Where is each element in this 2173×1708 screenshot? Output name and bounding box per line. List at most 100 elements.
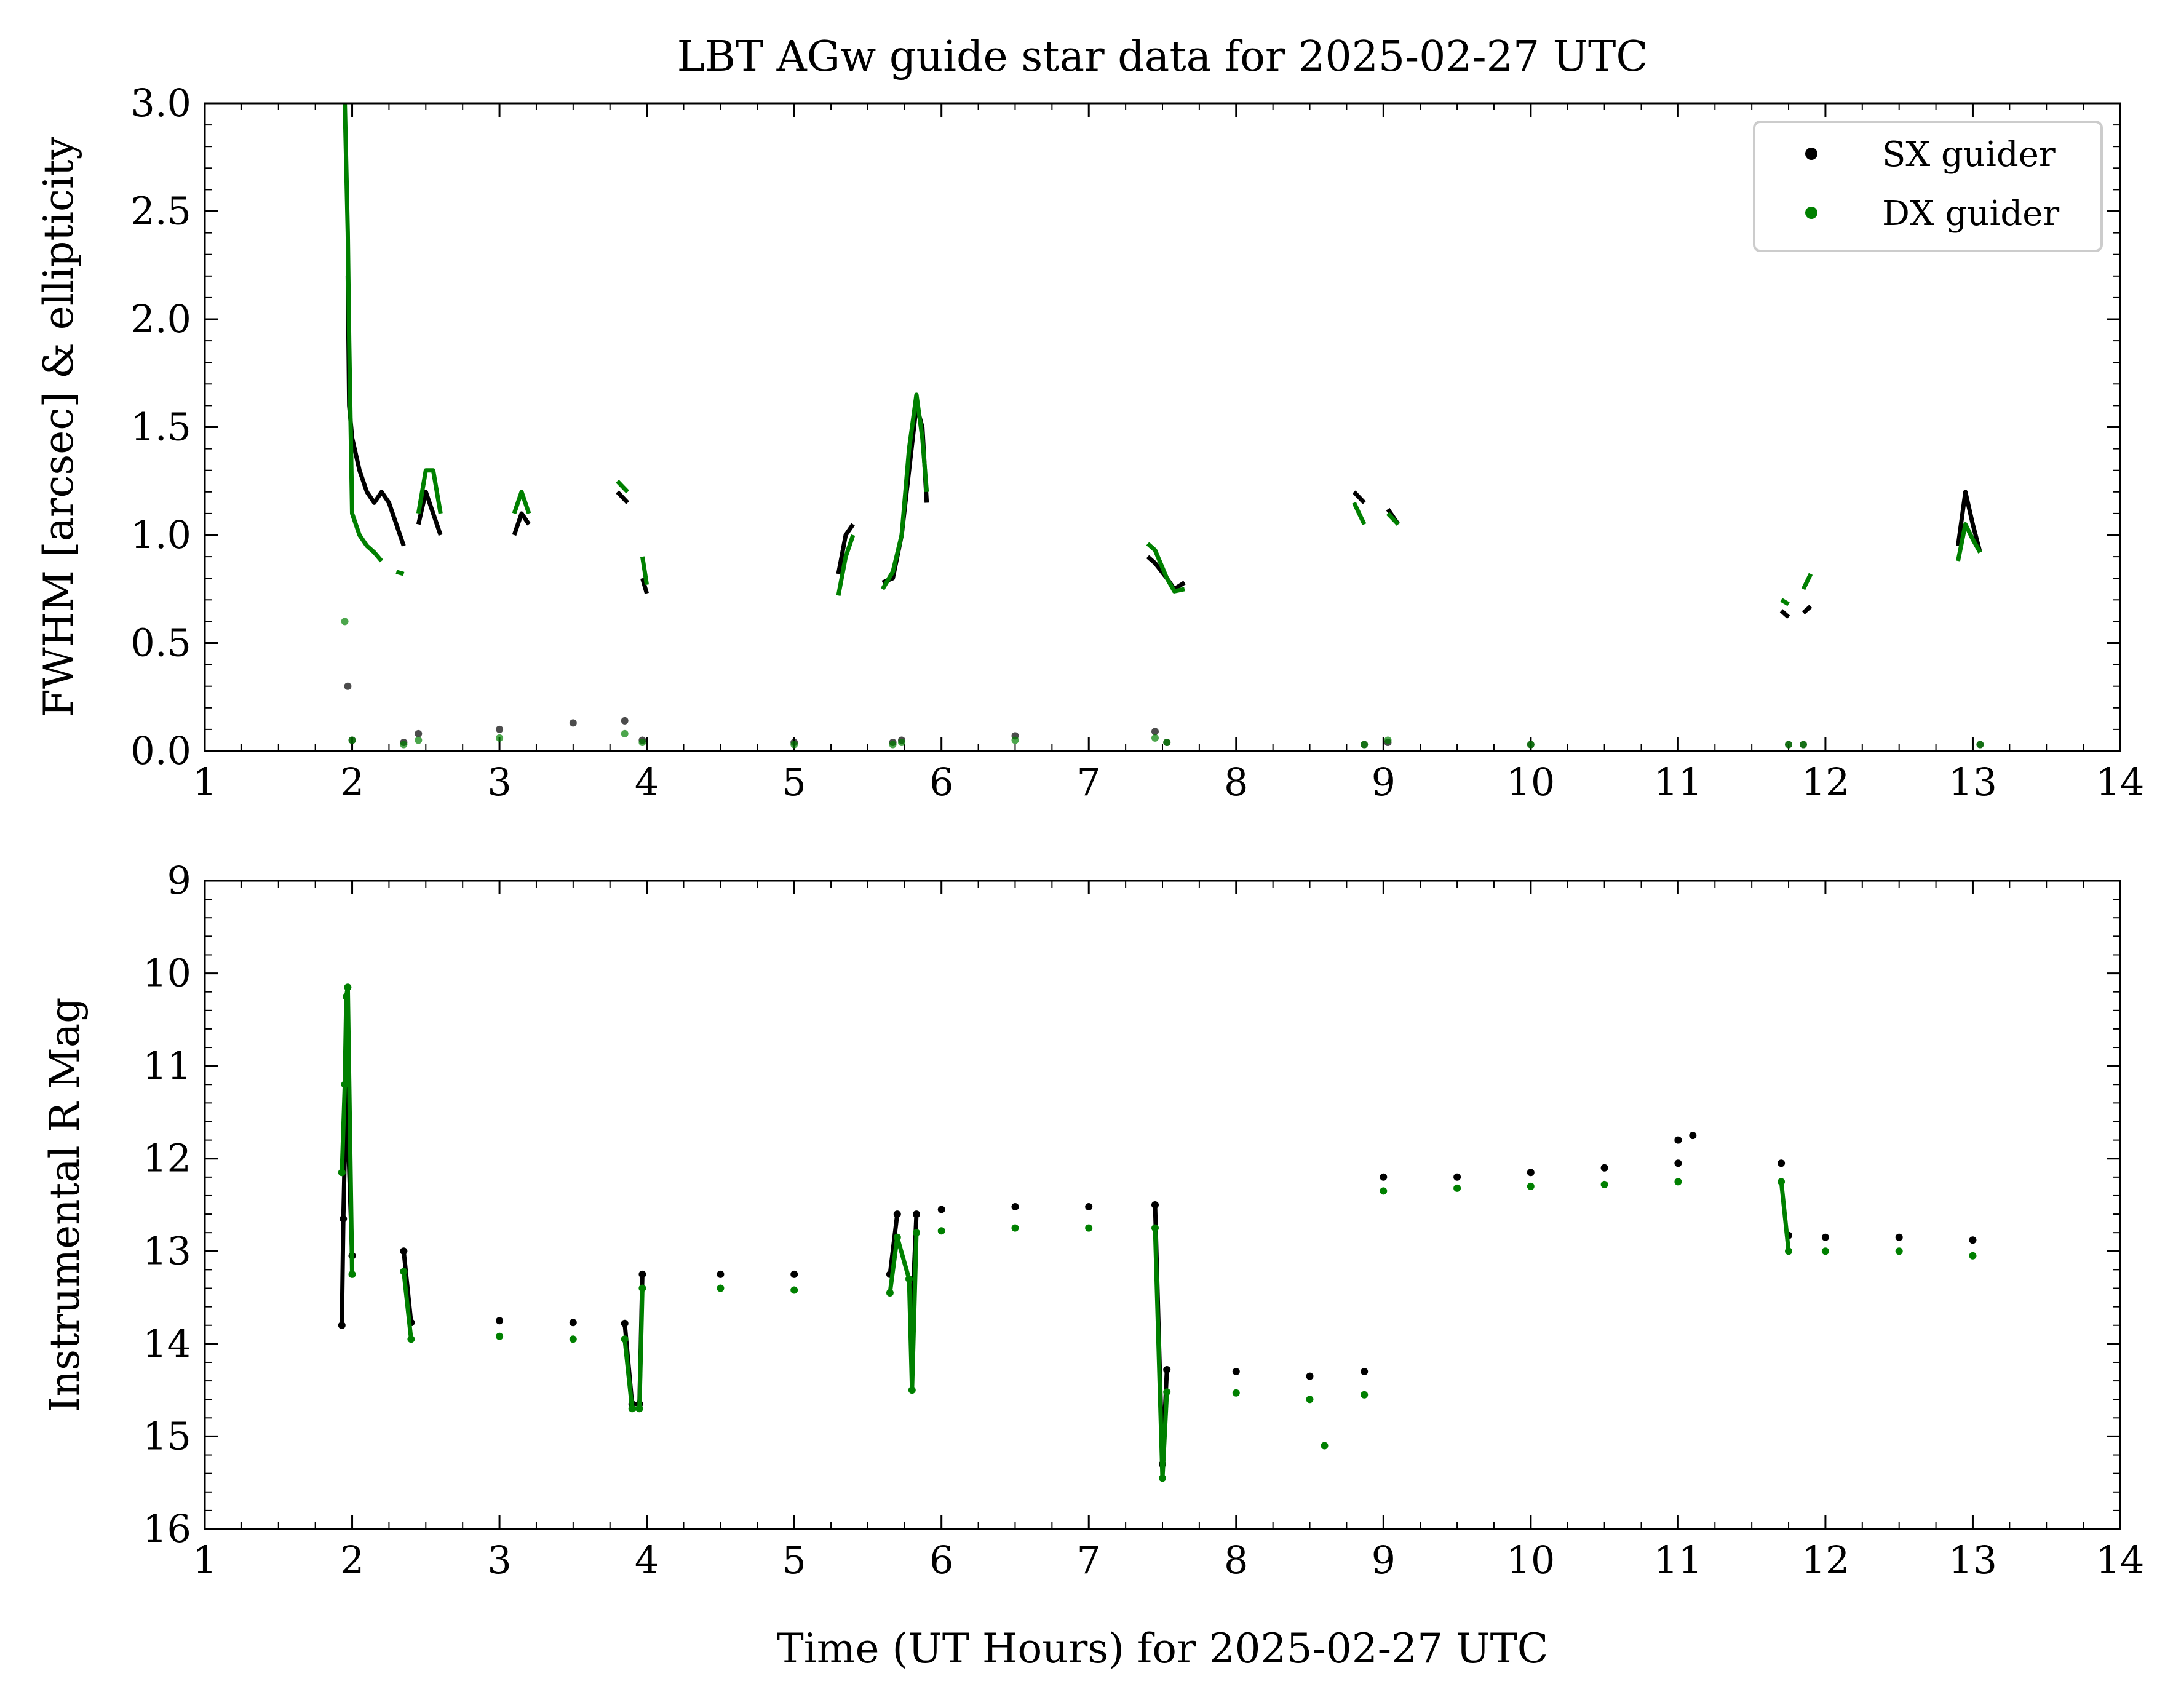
ellipticity-point-dx <box>1361 741 1369 749</box>
bottom-y-tick-label: 16 <box>143 1506 191 1551</box>
magnitude-point-dx <box>1151 1224 1159 1232</box>
magnitude-point-sx <box>496 1317 504 1325</box>
top-y-tick-label: 0.0 <box>130 728 191 773</box>
x-tick-label: 8 <box>1224 1538 1248 1583</box>
x-tick-label: 10 <box>1506 760 1555 804</box>
fwhm-line-dx <box>512 490 531 515</box>
ellipticity-point-dx <box>1800 741 1807 749</box>
ellipticity-point-sx <box>496 725 504 733</box>
ellipticity-point-dx <box>1151 734 1159 742</box>
legend-marker-dx <box>1805 207 1817 219</box>
ellipticity-point-sx <box>344 682 352 690</box>
magnitude-point-dx <box>717 1284 725 1292</box>
magnitude-point-dx <box>913 1229 920 1237</box>
magnitude-point-sx <box>913 1210 920 1218</box>
fwhm-line-dx <box>1352 501 1367 526</box>
magnitude-line-dx <box>1779 1182 1791 1252</box>
magnitude-point-dx <box>569 1335 577 1343</box>
magnitude-point-dx <box>1011 1224 1019 1232</box>
magnitude-point-sx <box>1085 1203 1093 1210</box>
fwhm-line-sx <box>1779 609 1790 619</box>
magnitude-point-dx <box>1321 1442 1329 1450</box>
x-tick-label: 5 <box>782 1538 806 1583</box>
magnitude-point-dx <box>1527 1182 1535 1190</box>
fwhm-line-sx <box>1802 605 1813 615</box>
fwhm-line-sx <box>836 523 855 574</box>
magnitude-point-dx <box>635 1405 643 1413</box>
magnitude-point-sx <box>1778 1159 1786 1167</box>
fwhm-line-dx <box>1386 512 1400 526</box>
bottom-y-tick-label: 12 <box>143 1136 191 1181</box>
ellipticity-point-dx <box>1527 741 1535 749</box>
magnitude-point-sx <box>1674 1136 1682 1144</box>
fwhm-line-sx <box>416 490 443 536</box>
magnitude-point-dx <box>628 1405 636 1413</box>
magnitude-point-sx <box>638 1270 646 1278</box>
x-tick-label: 13 <box>1949 1538 1997 1583</box>
ellipticity-point-dx <box>341 618 349 626</box>
x-tick-label: 3 <box>487 1538 511 1583</box>
top-y-tick-label: 3.0 <box>130 81 191 125</box>
fwhm-line-dx <box>1780 598 1790 606</box>
magnitude-point-dx <box>790 1286 798 1294</box>
magnitude-point-dx <box>1361 1391 1369 1399</box>
x-tick-label: 1 <box>193 760 217 804</box>
ellipticity-point-dx <box>1976 741 1984 749</box>
ellipticity-point-dx <box>348 736 356 744</box>
fwhm-line-dx <box>640 556 650 586</box>
top-y-tick-label: 2.0 <box>130 296 191 341</box>
magnitude-point-sx <box>790 1270 798 1278</box>
ellipticity-point-dx <box>898 739 905 746</box>
magnitude-point-sx <box>893 1210 901 1218</box>
magnitude-point-dx <box>1380 1187 1388 1195</box>
x-tick-label: 12 <box>1801 760 1849 804</box>
legend-label-dx: DX guider <box>1882 194 2059 234</box>
bottom-y-tick-label: 14 <box>143 1321 191 1366</box>
magnitude-point-dx <box>1778 1178 1786 1186</box>
fwhm-line-sx <box>640 578 649 594</box>
legend-box <box>1753 121 2103 252</box>
magnitude-point-sx <box>1380 1173 1388 1181</box>
magnitude-point-dx <box>893 1233 901 1241</box>
top-y-tick-label: 1.5 <box>130 405 191 450</box>
magnitude-point-sx <box>1011 1203 1019 1210</box>
x-tick-label: 8 <box>1224 760 1248 804</box>
fwhm-line-dx <box>416 468 443 514</box>
x-tick-label: 5 <box>782 760 806 804</box>
x-tick-label: 11 <box>1654 1538 1702 1583</box>
fwhm-line-dx <box>1956 522 1982 562</box>
magnitude-point-dx <box>1969 1252 1977 1260</box>
magnitude-point-sx <box>1821 1233 1829 1241</box>
top-y-tick-label: 0.5 <box>130 621 191 665</box>
magnitude-point-sx <box>937 1206 945 1213</box>
magnitude-point-dx <box>638 1284 646 1292</box>
top-y-axis-label: FWHM [arcsec] & ellipticity <box>35 136 82 717</box>
ellipticity-point-sx <box>1151 728 1159 736</box>
fwhm-line-sx <box>512 511 531 536</box>
magnitude-point-sx <box>1969 1236 1977 1244</box>
bottom-y-tick-label: 13 <box>143 1228 191 1273</box>
ellipticity-point-dx <box>400 741 408 749</box>
ellipticity-point-dx <box>415 736 423 744</box>
magnitude-point-sx <box>1895 1233 1903 1241</box>
magnitude-point-dx <box>886 1289 894 1297</box>
legend-label-sx: SX guider <box>1882 135 2056 175</box>
magnitude-point-sx <box>340 1215 348 1223</box>
magnitude-point-sx <box>1361 1368 1369 1375</box>
ellipticity-point-dx <box>1384 736 1392 744</box>
top-y-tick-label: 1.0 <box>130 512 191 557</box>
top-panel-ticks: 1 2 3 4 5 6 7 8 9 10 11 12 13 140.00.51.01.52.02.53.0 <box>130 81 2144 804</box>
magnitude-point-sx <box>400 1247 408 1255</box>
magnitude-point-sx <box>1151 1201 1159 1209</box>
ellipticity-point-dx <box>638 739 646 746</box>
top-y-tick-label: 2.5 <box>130 189 191 234</box>
bottom-y-axis-label: Instrumental R Mag <box>41 998 89 1413</box>
magnitude-point-dx <box>1306 1396 1314 1404</box>
fwhm-line-sx <box>1352 490 1366 504</box>
ellipticity-point-dx <box>1163 739 1171 746</box>
fwhm-line-dx <box>343 103 384 563</box>
magnitude-point-sx <box>569 1319 577 1327</box>
ellipticity-point-dx <box>889 741 897 749</box>
x-tick-label: 2 <box>340 760 364 804</box>
